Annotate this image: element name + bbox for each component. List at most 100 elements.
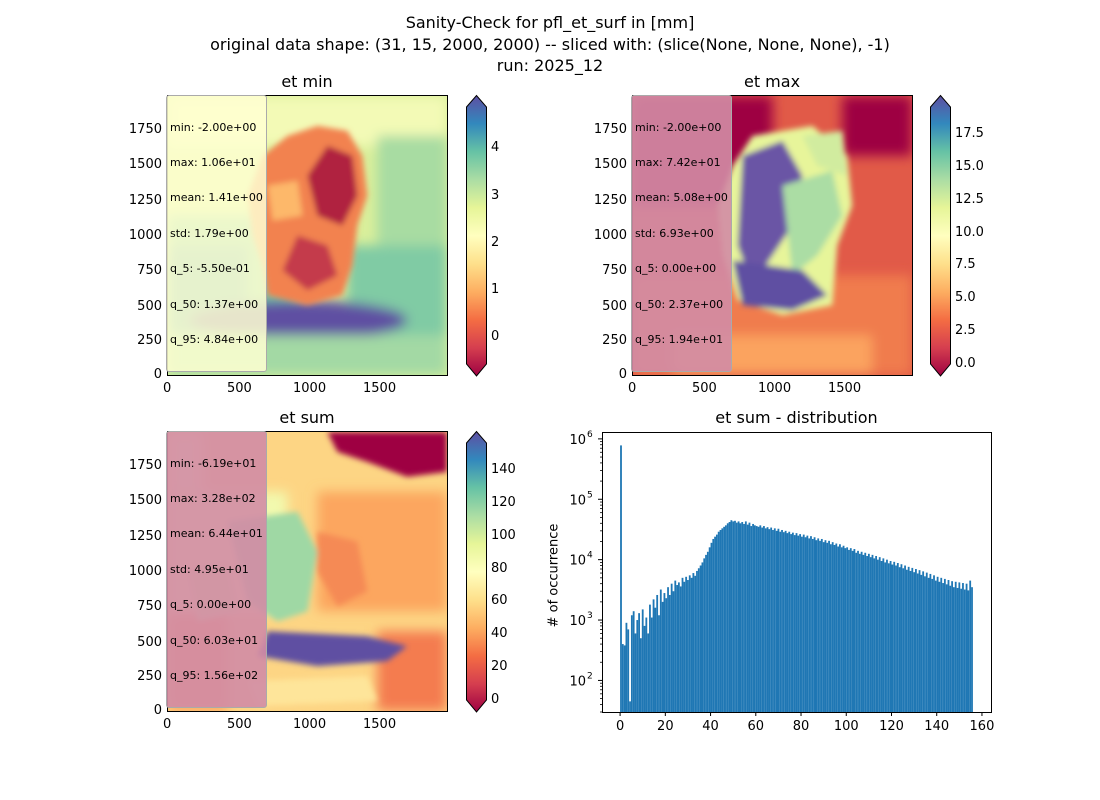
ytick-label: 10 [569, 493, 586, 508]
ytick-label: 0 [153, 367, 162, 382]
histogram-bar [842, 545, 845, 712]
histogram-bar [882, 558, 885, 712]
stat-line: min: -6.19e+01 [170, 456, 257, 470]
histogram-bar [706, 551, 709, 712]
cbar-tick-label: 20 [491, 659, 508, 674]
histogram-bar [721, 528, 724, 712]
ytick-label: 500 [137, 635, 162, 650]
xtick-label: 80 [793, 719, 810, 734]
colorbar-et-sum [466, 430, 487, 713]
histogram-bar [963, 589, 966, 712]
histogram-bar [668, 594, 671, 712]
ytick-label: 1750 [128, 122, 162, 137]
xtick-label: 1500 [363, 381, 397, 396]
cbar-tick-label: 120 [491, 495, 516, 510]
histogram-bar [810, 536, 812, 712]
histogram-bar [638, 613, 640, 712]
ytick-label: 10 [569, 433, 586, 448]
ytick-label: 250 [137, 333, 162, 348]
cbar-tick-label: 7.5 [955, 257, 976, 272]
histogram-bar [802, 534, 805, 712]
histogram-bar [676, 585, 678, 712]
ytick-exponent: 5 [587, 490, 593, 500]
ytick-label: 250 [602, 333, 627, 348]
ytick-label: 1000 [593, 228, 627, 243]
xtick-label: 1000 [293, 381, 327, 396]
stats-box-et-sum: min: -6.19e+01 max: 3.28e+02 mean: 6.44e… [166, 431, 267, 709]
xtick-label: 1500 [363, 717, 397, 732]
histogram-bar [822, 542, 825, 712]
ytick-label: 10 [569, 554, 586, 569]
cbar-tick-label: 2 [491, 235, 500, 250]
histogram-bar [715, 534, 718, 712]
histogram-bar [860, 551, 863, 712]
histogram-bar [639, 638, 642, 712]
xtick-label: 1000 [293, 717, 327, 732]
histogram-bar [685, 576, 688, 712]
histogram-bar [839, 544, 841, 712]
ytick-exponent: 3 [587, 611, 593, 621]
stats-box-et-min: min: -2.00e+00 max: 1.06e+01 mean: 1.41e… [166, 95, 267, 373]
histogram-bar [710, 542, 713, 712]
histogram-bar [632, 611, 635, 712]
histogram-bar [793, 535, 796, 712]
ytick-label: 750 [137, 599, 162, 614]
histogram-bar [725, 525, 727, 712]
histogram-bar [795, 533, 798, 712]
histogram-bar [835, 543, 838, 712]
cbar-tick-label: 0.0 [955, 356, 976, 371]
histogram-bar [878, 557, 881, 712]
stat-line: q_5: 0.00e+00 [170, 598, 252, 612]
histogram-bar [645, 617, 648, 712]
histogram-bar [658, 615, 660, 712]
histogram-bar [719, 529, 722, 712]
histogram-bar [726, 523, 729, 712]
histogram-bar [705, 554, 707, 712]
histogram-bar [694, 575, 697, 712]
histogram-bar [750, 526, 753, 712]
stat-line: min: -2.00e+00 [635, 120, 722, 134]
ytick-label: 0 [153, 703, 162, 718]
histogram-bar [627, 629, 630, 712]
histogram-bar [938, 581, 941, 712]
histogram-bar [909, 570, 912, 712]
histogram-bar [942, 583, 944, 712]
histogram-bar [781, 529, 783, 712]
histogram-bar [659, 589, 662, 712]
colorbar-et-max [930, 94, 951, 377]
histogram-bar [656, 594, 659, 712]
histogram-bar [920, 574, 923, 712]
histogram-bar [826, 542, 829, 712]
histogram-bar [953, 587, 955, 712]
histogram-bar [851, 550, 854, 712]
histogram-bar [674, 580, 677, 712]
ytick-label: 10 [569, 674, 586, 689]
histogram-bar [969, 580, 972, 712]
histogram-bar [924, 576, 926, 712]
histogram-bar [801, 536, 803, 712]
histogram-bar [681, 577, 684, 712]
stat-line: max: 3.28e+02 [170, 491, 256, 505]
histogram-bar [621, 644, 624, 712]
histogram-bar [714, 536, 716, 712]
ytick-label: 1500 [593, 157, 627, 172]
histogram-bar [848, 549, 850, 712]
cbar-tick-label: 100 [491, 528, 516, 543]
histogram-bar [913, 572, 916, 712]
histogram-bar [846, 547, 849, 712]
histogram-bar [768, 529, 771, 712]
histogram-bar [855, 552, 858, 712]
histogram-bar [871, 554, 874, 712]
histogram-bar [889, 560, 892, 712]
histogram-bar [858, 553, 861, 712]
stat-line: max: 7.42e+01 [635, 155, 721, 169]
histogram-bar [696, 570, 698, 712]
histogram-bar [712, 538, 715, 712]
histogram-bar [623, 645, 626, 712]
stat-line: mean: 5.08e+00 [635, 191, 728, 205]
histogram-bar [766, 527, 769, 712]
histogram-bar [869, 557, 872, 712]
histogram-bar [915, 569, 917, 712]
histogram-bar [907, 566, 910, 712]
histogram-bar [828, 540, 830, 712]
